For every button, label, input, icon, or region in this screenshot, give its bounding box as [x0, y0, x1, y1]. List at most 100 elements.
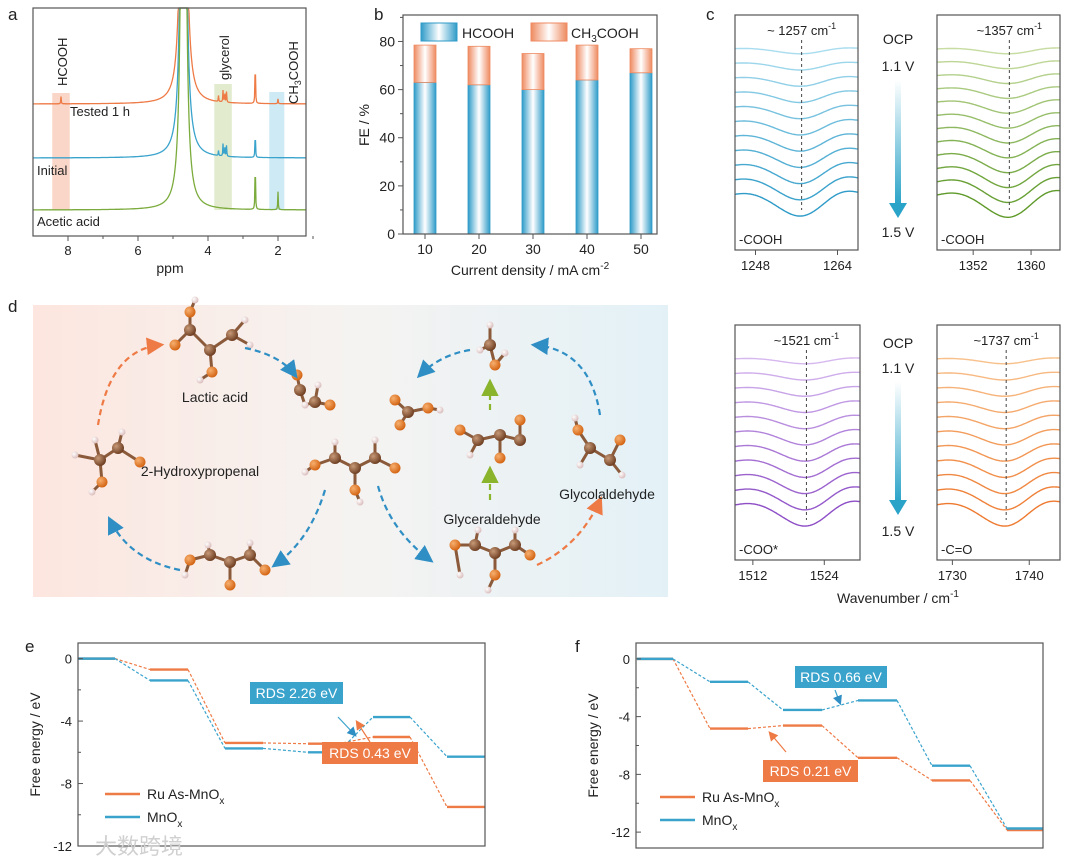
peak-label: ~1521 cm-1: [774, 331, 839, 348]
highlight-region-hcooh: [52, 93, 70, 210]
legend-text: Ru As-MnO: [702, 789, 774, 805]
oxygen-atom: [224, 579, 236, 591]
hydrogen-atom: [356, 498, 364, 506]
ir-curve: [936, 400, 1061, 414]
ir-curve: [936, 73, 1060, 85]
molecule-model: [301, 436, 401, 506]
peak-label-sup: -1: [831, 331, 839, 341]
ir-curve: [734, 457, 861, 479]
connector-line: [969, 780, 1008, 831]
connector-line: [896, 757, 933, 781]
ir-curve: [734, 75, 859, 87]
hydrogen-atom: [246, 539, 254, 547]
x-tick-label: 30: [525, 241, 541, 257]
reaction-scheme: Lactic acid 2-Hydroxypropenal Glyceralde…: [33, 296, 668, 597]
x-tick-label: 1360: [1017, 258, 1046, 273]
oxygen-atom: [572, 424, 584, 436]
annotation-label: RDS 0.66 eV: [800, 669, 882, 685]
peak-label-sup: -1: [1034, 21, 1042, 31]
bar-hcooh-40: [575, 79, 599, 235]
molecule-model: [389, 394, 444, 431]
hydrogen-atom: [501, 349, 509, 357]
molecule-model: [169, 296, 254, 384]
carbon-atom: [472, 434, 484, 446]
ir-curve: [734, 190, 859, 217]
connector-line: [747, 681, 784, 711]
potential-end-label: 1.5 V: [882, 523, 915, 539]
x-tick-label: 2: [274, 243, 281, 258]
hydrogen-atom: [71, 451, 79, 459]
panel-label-a: a: [8, 5, 18, 24]
hydrogen-atom: [576, 461, 584, 469]
x-axis-label: Wavenumber / cm-1: [837, 589, 959, 606]
carbon-atom: [329, 452, 341, 464]
connector-line: [969, 765, 1008, 829]
annotation-box: [795, 666, 887, 688]
potential-arrow: [895, 80, 901, 205]
hydrogen-atom: [484, 586, 492, 594]
oxygen-atom: [184, 554, 196, 566]
ir-curve: [936, 457, 1061, 479]
ir-curve: [734, 47, 859, 55]
hydrogen-atom: [436, 406, 444, 414]
annotation-box: [763, 760, 858, 782]
connector-line: [262, 747, 309, 753]
peak-label-text: ~ 1257 cm: [767, 23, 828, 38]
connector-line: [187, 680, 226, 749]
potential-start-label: 1.1 V: [882, 58, 915, 74]
hydrogen-atom: [301, 468, 309, 476]
molecule-model: [181, 539, 271, 591]
arrow-to-hydroxypropenal: [108, 516, 181, 572]
y-tick-label: 0: [387, 226, 395, 242]
y-tick-label: -12: [611, 825, 630, 840]
hydrogen-atom: [476, 346, 484, 354]
highlight-region-ch3cooh: [269, 92, 285, 210]
plot-frame: [936, 14, 1061, 251]
bar-ch3cooh-40: [575, 44, 599, 81]
hydrogen-atom: [241, 316, 249, 324]
bar-ch3cooh-30: [521, 53, 545, 91]
x-tick-label: 20: [471, 241, 487, 257]
label-glycolaldehyde: Glycolaldehyde: [559, 486, 655, 502]
carbon-atom: [402, 406, 414, 418]
label-glyceraldehyde: Glyceraldehyde: [443, 511, 540, 527]
ir-curve: [936, 486, 1061, 511]
nmr-trace-2: [33, 7, 306, 211]
arrow-head-icon: [889, 500, 907, 515]
ir-curve: [936, 176, 1061, 204]
legend-label: Ru As-MnOx: [702, 789, 779, 810]
arrow-glycolaldehyde-to-formic: [530, 337, 602, 416]
peak-label-sup: -1: [828, 21, 836, 31]
connector-line: [672, 658, 711, 683]
carbon-atom: [204, 344, 216, 356]
legend-label-hcooh: HCOOH: [462, 25, 514, 41]
oxygen-atom: [259, 564, 271, 576]
peak-label: ~ 1257 cm-1: [767, 21, 836, 38]
trace-label-acetic: Acetic acid: [37, 214, 100, 229]
y-tick-label: 80: [379, 33, 395, 49]
legend-text: Ru As-MnO: [147, 786, 219, 802]
y-axis-label: Free energy / eV: [585, 693, 601, 798]
ir-curve: [936, 86, 1060, 100]
carbon-atom: [514, 434, 526, 446]
ir-curve: [734, 443, 861, 462]
legend-subscript: x: [774, 799, 779, 810]
ir-curve: [936, 189, 1061, 218]
hydrogen-atom: [314, 381, 322, 389]
hydrogen-atom: [181, 571, 189, 579]
carbon-atom: [509, 539, 521, 551]
connector-line: [337, 716, 374, 753]
ir-subplot-1: ~ 1257 cm-1 -COOH 1248 1264: [734, 14, 859, 273]
ocp-label: OCP: [883, 335, 913, 351]
ir-curve: [734, 385, 860, 397]
nmr-trace-0: [33, 7, 306, 105]
hydrogen-atom: [466, 451, 474, 459]
carbon-atom: [294, 384, 306, 396]
connector-line: [114, 658, 151, 671]
region-label-glycerol: glycerol: [217, 35, 232, 80]
x-tick-label: 1512: [738, 568, 767, 583]
annotation-label: RDS 0.43 eV: [329, 745, 411, 761]
x-tick-label: 40: [579, 241, 595, 257]
